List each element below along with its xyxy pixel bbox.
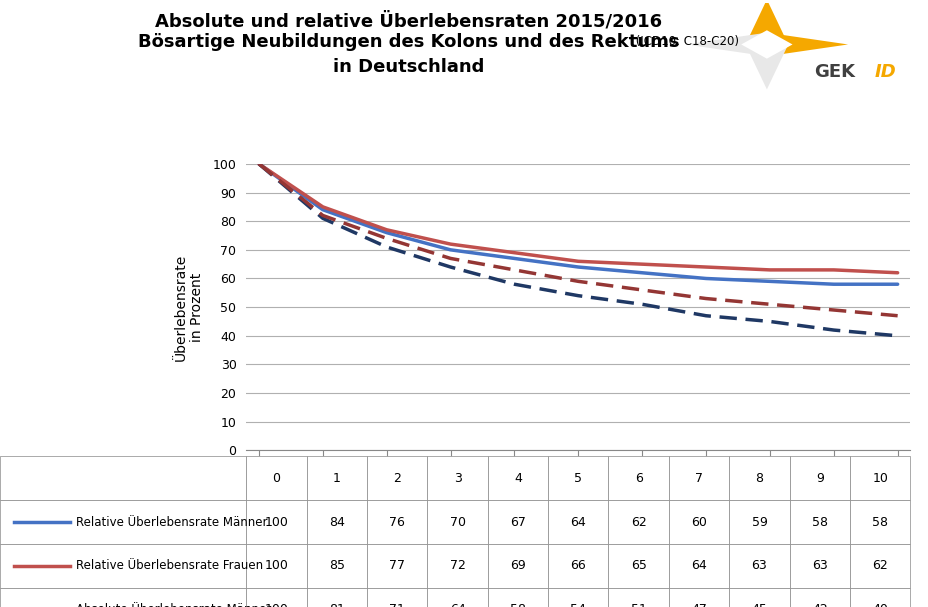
Y-axis label: Überlebensrate
in Prozent: Überlebensrate in Prozent (174, 254, 204, 361)
Text: 3: 3 (453, 472, 461, 485)
Text: 100: 100 (264, 559, 288, 572)
Text: in Deutschland: in Deutschland (333, 58, 483, 76)
Text: 54: 54 (570, 603, 586, 607)
Polygon shape (767, 33, 847, 56)
Text: 71: 71 (389, 603, 405, 607)
Text: 2: 2 (393, 472, 401, 485)
Text: Bösartige Neubildungen des Kolons und des Rektums: Bösartige Neubildungen des Kolons und de… (138, 33, 678, 52)
Text: 100: 100 (264, 603, 288, 607)
Text: 51: 51 (630, 603, 646, 607)
Text: 1: 1 (332, 472, 341, 485)
Text: Jahre: Jahre (865, 470, 909, 486)
Text: 47: 47 (690, 603, 706, 607)
Text: 64: 64 (449, 603, 465, 607)
Polygon shape (744, 0, 787, 44)
Text: 67: 67 (509, 515, 525, 529)
Text: Absolute Überlebensrate Männer: Absolute Überlebensrate Männer (76, 603, 271, 607)
Text: 9: 9 (815, 472, 823, 485)
Text: 63: 63 (811, 559, 827, 572)
Text: 59: 59 (751, 515, 767, 529)
Text: 0: 0 (272, 472, 280, 485)
Text: 5: 5 (574, 472, 582, 485)
Text: 63: 63 (751, 559, 767, 572)
Text: 66: 66 (570, 559, 586, 572)
Text: 64: 64 (570, 515, 586, 529)
Text: GEK: GEK (813, 63, 854, 81)
Text: 6: 6 (634, 472, 642, 485)
Text: 77: 77 (389, 559, 405, 572)
Text: 65: 65 (630, 559, 646, 572)
Text: 10: 10 (871, 472, 887, 485)
Text: 7: 7 (694, 472, 702, 485)
Polygon shape (741, 30, 792, 59)
Text: 100: 100 (264, 515, 288, 529)
Text: 69: 69 (509, 559, 525, 572)
Text: 85: 85 (329, 559, 344, 572)
Text: 81: 81 (329, 603, 344, 607)
Text: 4: 4 (513, 472, 522, 485)
Text: 40: 40 (871, 603, 887, 607)
Polygon shape (744, 44, 787, 89)
Text: 60: 60 (690, 515, 706, 529)
Text: 58: 58 (509, 603, 525, 607)
Text: 45: 45 (751, 603, 767, 607)
Text: 62: 62 (630, 515, 646, 529)
Polygon shape (685, 33, 767, 56)
Text: Relative Überlebensrate Frauen: Relative Überlebensrate Frauen (76, 559, 263, 572)
Text: 8: 8 (754, 472, 763, 485)
Text: 64: 64 (690, 559, 706, 572)
Text: 84: 84 (329, 515, 344, 529)
Text: 76: 76 (389, 515, 405, 529)
Text: 62: 62 (871, 559, 887, 572)
Text: 72: 72 (449, 559, 465, 572)
Text: 70: 70 (449, 515, 465, 529)
Text: 42: 42 (811, 603, 827, 607)
Text: 58: 58 (811, 515, 827, 529)
Text: ID: ID (874, 63, 896, 81)
Text: 58: 58 (871, 515, 887, 529)
Text: Absolute und relative Überlebensraten 2015/2016: Absolute und relative Überlebensraten 20… (155, 12, 662, 30)
Text: (ICD10: C18-C20): (ICD10: C18-C20) (631, 35, 738, 47)
Text: Relative Überlebensrate Männer: Relative Überlebensrate Männer (76, 515, 267, 529)
